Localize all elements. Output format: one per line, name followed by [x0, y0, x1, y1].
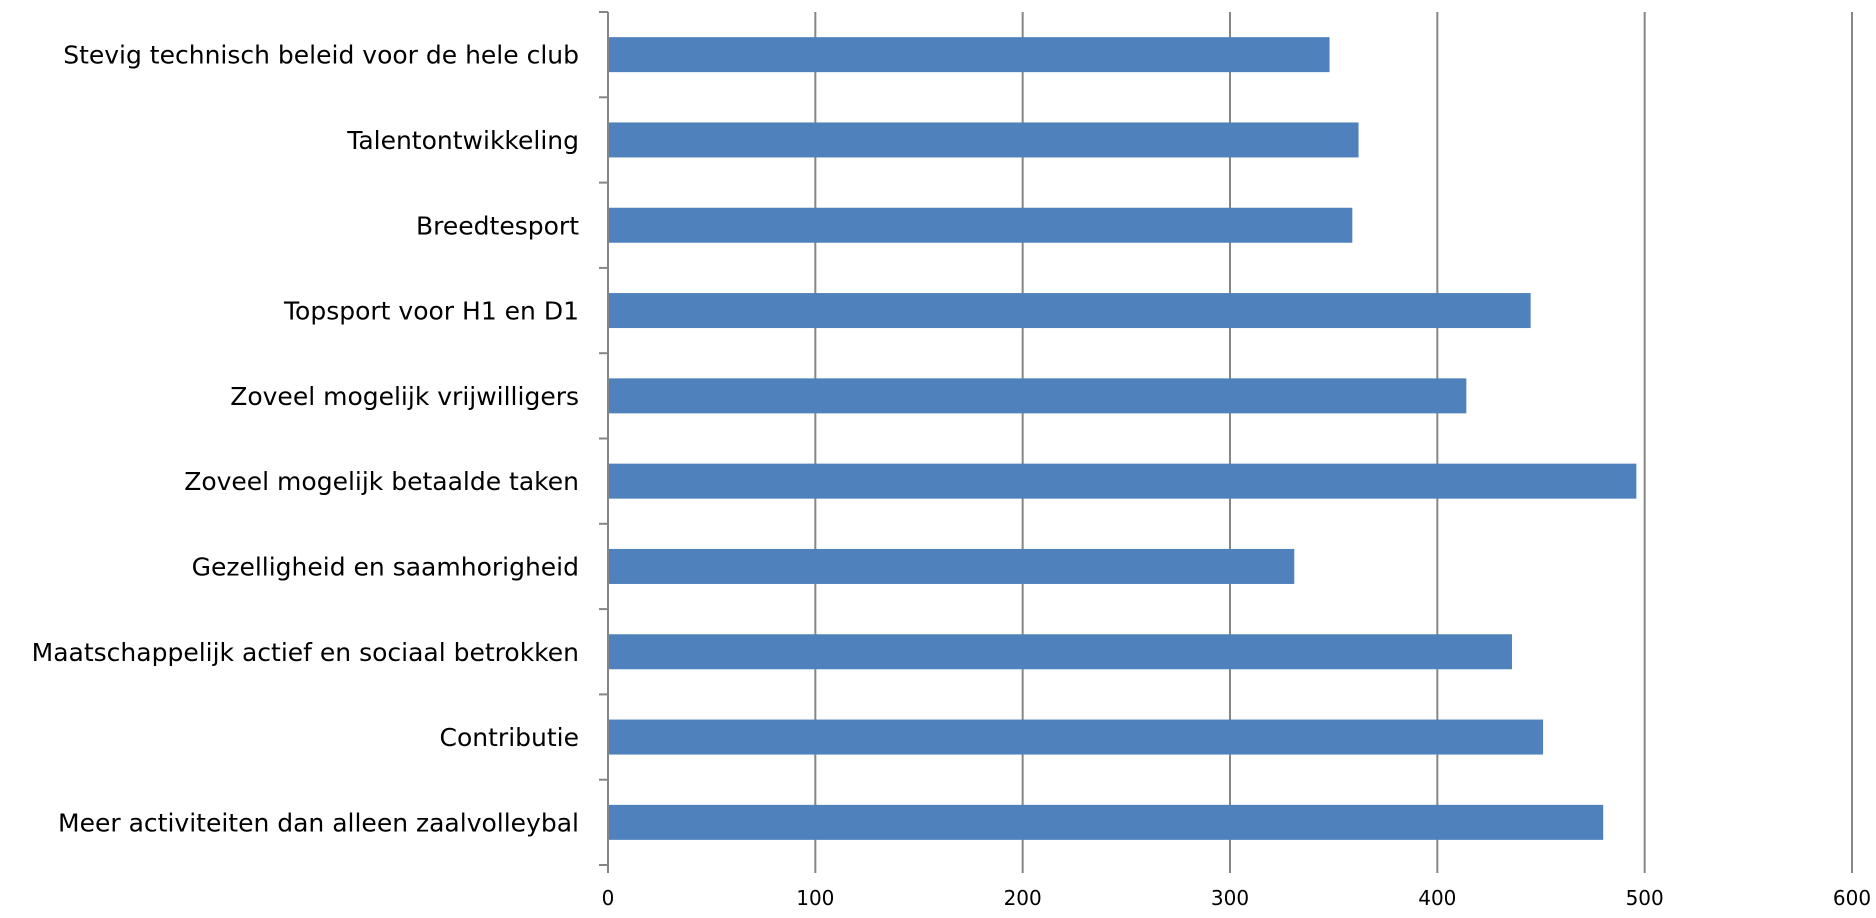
category-label: Gezelligheid en saamhorigheid	[192, 552, 579, 581]
bar-8	[608, 634, 1512, 670]
bar-7	[608, 548, 1295, 584]
category-label: Zoveel mogelijk betaalde taken	[184, 467, 579, 496]
bar-4	[608, 293, 1531, 329]
category-label: Breedtesport	[416, 211, 579, 240]
category-label: Zoveel mogelijk vrijwilligers	[230, 382, 579, 411]
bars	[608, 37, 1637, 840]
bar-5	[608, 378, 1467, 414]
category-label: Topsport voor H1 en D1	[283, 297, 579, 326]
x-tick-label: 400	[1418, 886, 1456, 910]
bar-2	[608, 122, 1359, 158]
bar-9	[608, 719, 1544, 755]
axes	[599, 11, 1853, 873]
x-tick-label: 500	[1626, 886, 1664, 910]
labels: 0 100 200 300 400 500 600 Stevig technisch bele…	[32, 41, 1871, 910]
category-label: Contributie	[440, 723, 579, 752]
x-tick-label: 100	[796, 886, 834, 910]
category-label: Talentontwikkeling	[346, 126, 579, 155]
category-label: Maatschappelijk actief en sociaal betrok…	[32, 638, 579, 667]
x-tick-label: 300	[1211, 886, 1249, 910]
category-label: Meer activiteiten dan alleen zaalvolleyb…	[58, 808, 579, 837]
bar-3	[608, 207, 1353, 243]
category-label: Stevig technisch beleid voor de hele clu…	[63, 41, 579, 70]
x-tick-label: 600	[1833, 886, 1871, 910]
bar-10	[608, 804, 1604, 840]
x-tick-label: 0	[602, 886, 615, 910]
bar-1	[608, 37, 1330, 73]
x-tick-label: 200	[1004, 886, 1042, 910]
bar-6	[608, 463, 1637, 499]
